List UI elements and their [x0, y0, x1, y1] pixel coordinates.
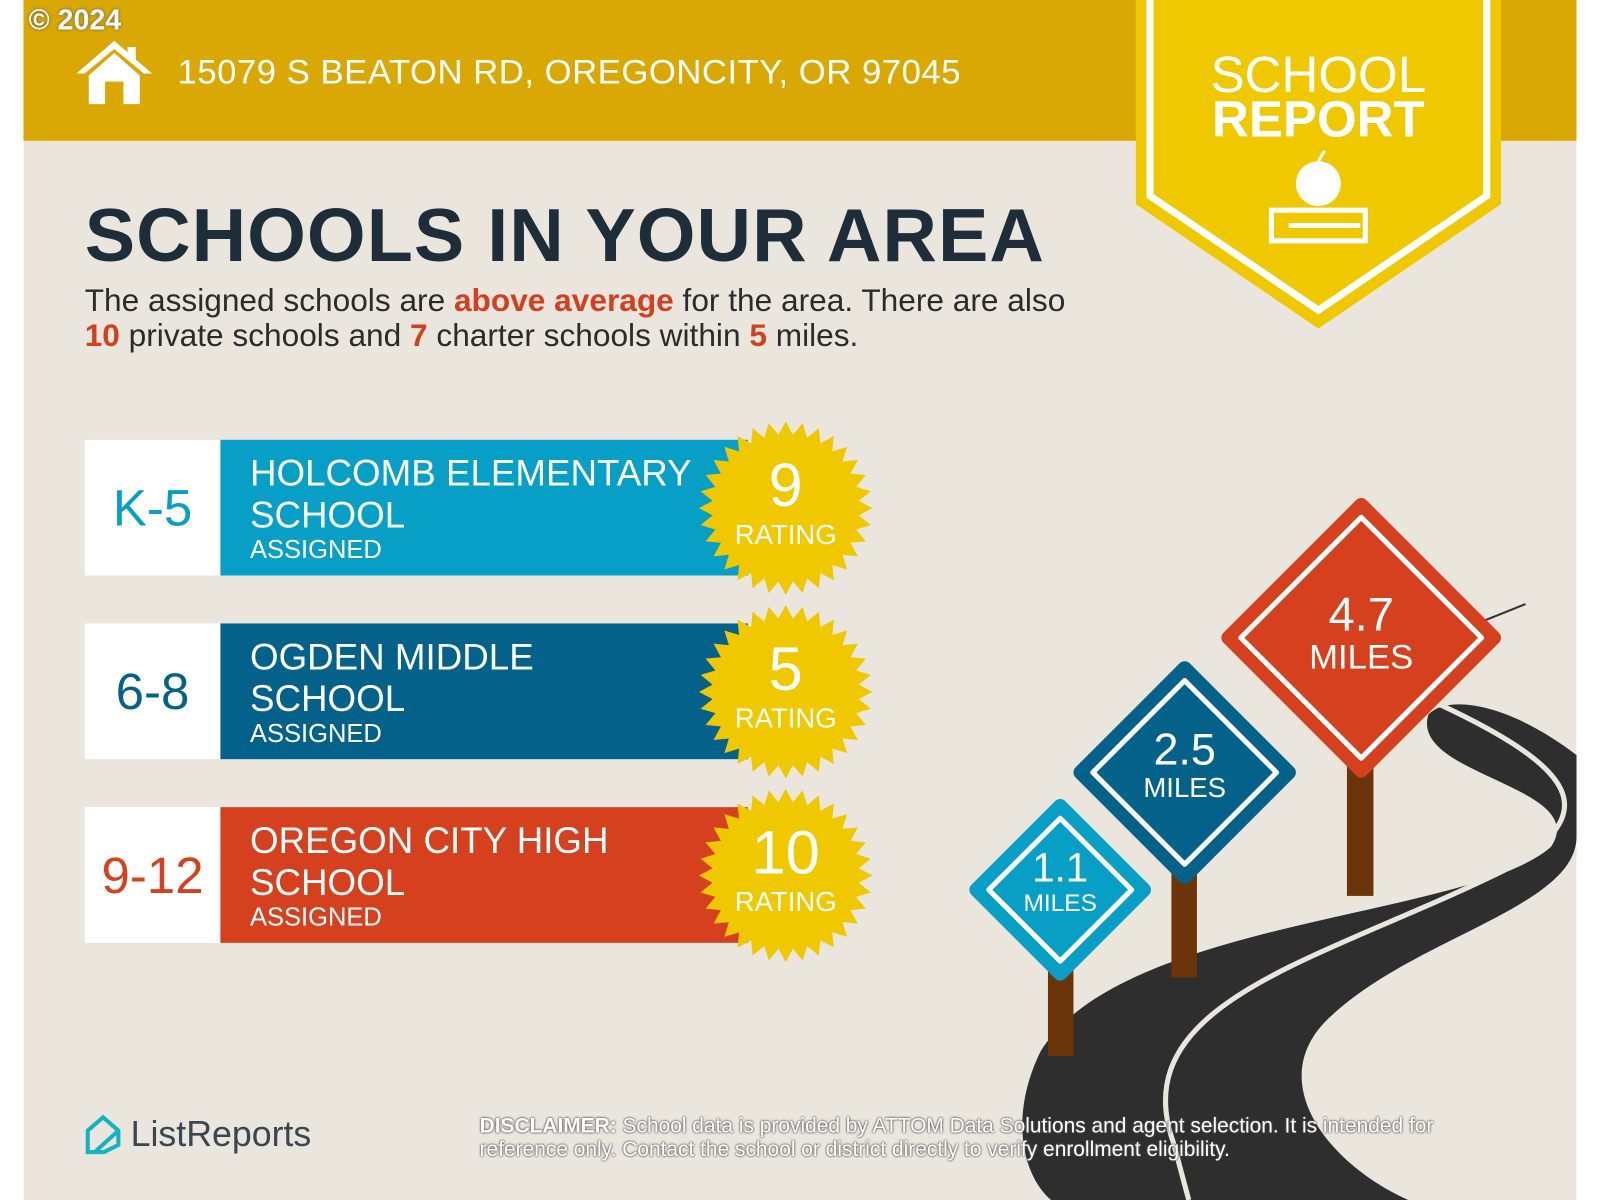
school-row: 6-8 OGDEN MIDDLE SCHOOL ASSIGNED	[84, 623, 748, 760]
school-status: ASSIGNED	[249, 903, 382, 932]
apple-book-icon	[1268, 150, 1368, 244]
listreports-logo: ListReports	[84, 1114, 311, 1155]
school-name-bar: OGDEN MIDDLE SCHOOL ASSIGNED	[220, 623, 748, 760]
badge-title-line2: REPORT	[1212, 90, 1425, 148]
rating-seal: 9 RATING	[698, 421, 873, 595]
school-report-badge	[1135, 0, 1502, 329]
distance-sign-label: 2.5 MILES	[1103, 724, 1266, 805]
home-icon	[76, 40, 153, 105]
listreports-logo-icon	[85, 1114, 121, 1155]
distance-sign-label: 4.7 MILES	[1280, 591, 1443, 678]
school-name-line2: SCHOOL	[249, 677, 406, 720]
rating-label: RATING	[734, 703, 837, 734]
distance-sign	[1090, 678, 1280, 867]
road-line	[1163, 701, 1567, 1200]
distance-unit: MILES	[1143, 772, 1227, 804]
rating-seal: 10 RATING	[698, 788, 873, 963]
distance-sign	[1238, 514, 1485, 761]
distance-sign	[1221, 497, 1502, 778]
school-name-line1: OREGON CITY HIGH	[249, 819, 609, 862]
seal-shape	[698, 421, 873, 595]
seal-shape	[698, 605, 873, 779]
disclaimer: DISCLAIMER: School data is provided by A…	[479, 1114, 1434, 1162]
copyright: © 2024	[28, 4, 122, 36]
intro-text: The assigned schools are above average f…	[84, 282, 1066, 354]
property-address: 15079 S BEATON RD, OREGONCITY, OR 97045	[177, 53, 962, 92]
distance-value: 4.7	[1328, 587, 1394, 641]
page-title: SCHOOLS IN YOUR AREA	[84, 192, 1045, 278]
rating-label: RATING	[734, 519, 837, 550]
grade-range: K-5	[84, 439, 221, 576]
school-name-line1: HOLCOMB ELEMENTARY	[249, 452, 692, 494]
distance-unit: MILES	[1309, 637, 1414, 677]
badge-title-line1: SCHOOL	[1210, 45, 1427, 104]
distance-value: 2.5	[1153, 724, 1216, 775]
rating-label: RATING	[734, 886, 837, 918]
school-name-line2: SCHOOL	[249, 493, 406, 536]
rating-value: 9	[768, 451, 803, 520]
school-name-bar: OREGON CITY HIGH SCHOOL ASSIGNED	[220, 807, 748, 943]
distance-unit: MILES	[1023, 889, 1097, 917]
distance-value: 1.1	[1032, 845, 1089, 891]
school-name-line1: OGDEN MIDDLE	[249, 635, 534, 678]
school-name-bar: HOLCOMB ELEMENTARY SCHOOL ASSIGNED	[220, 439, 748, 576]
school-status: ASSIGNED	[249, 719, 382, 748]
rating-value: 10	[751, 818, 820, 887]
road	[1022, 704, 1577, 1200]
grade-range: 9-12	[84, 807, 221, 943]
grade-range: 6-8	[84, 623, 221, 760]
rating-seal: 5 RATING	[698, 605, 873, 779]
rating-value: 5	[768, 634, 803, 704]
school-name-line2: SCHOOL	[249, 861, 406, 904]
distance-sign	[1073, 661, 1296, 884]
distance-sign	[969, 798, 1152, 981]
sign-post	[1346, 755, 1374, 896]
distance-sign	[986, 815, 1135, 964]
school-row: K-5 HOLCOMB ELEMENTARY SCHOOL ASSIGNED	[84, 439, 748, 576]
school-row: 9-12 OREGON CITY HIGH SCHOOL ASSIGNED	[84, 807, 748, 943]
seal-shape	[698, 788, 873, 963]
distance-sign-label: 1.1 MILES	[979, 845, 1142, 918]
school-status: ASSIGNED	[249, 535, 382, 565]
